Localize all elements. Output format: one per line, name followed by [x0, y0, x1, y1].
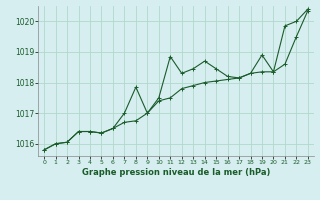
X-axis label: Graphe pression niveau de la mer (hPa): Graphe pression niveau de la mer (hPa) [82, 168, 270, 177]
